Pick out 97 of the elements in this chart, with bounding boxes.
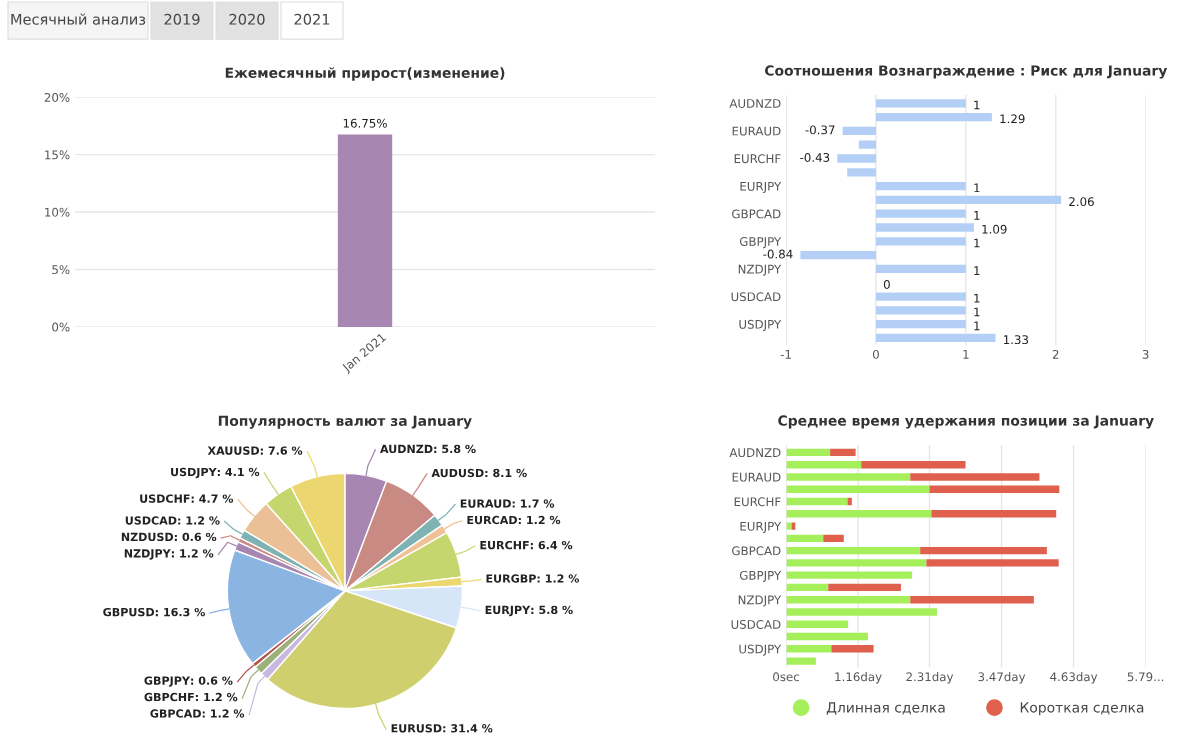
slice-label: EURUSD — [391, 724, 442, 733]
data-label: 1 — [974, 100, 980, 110]
slice-label: GBPJPY — [144, 676, 191, 687]
slice-label: USDCHF — [140, 494, 190, 503]
slice-label: EURGBP — [486, 574, 536, 583]
y-tick-label: 10% — [45, 207, 70, 217]
y-tick-label: GBPCAD — [732, 209, 781, 219]
y-tick-label: EURAUD — [732, 126, 781, 136]
data-label: -0.84 — [763, 249, 793, 259]
x-tick-label: 4.63day — [1050, 672, 1098, 684]
y-tick-label: 0% — [52, 322, 70, 332]
slice-label: AUDUSD — [431, 468, 484, 478]
data-label: 1.09 — [982, 224, 1007, 234]
x-tick-label: 5.79... — [1127, 672, 1164, 682]
y-tick-label: EURCHF — [734, 154, 781, 164]
data-label: : 1.2 % — [195, 692, 238, 702]
slice-label: GBPCAD — [150, 709, 201, 718]
x-tick-label: 3.47day — [978, 672, 1026, 684]
data-label: : 0.6 % — [191, 676, 233, 685]
data-label: 1 — [974, 211, 980, 220]
data-label: : 1.7 % — [512, 499, 555, 508]
data-label: 1 — [974, 307, 980, 317]
slice-label: XAUUSD — [207, 446, 260, 455]
slice-label: EURCAD — [467, 515, 517, 525]
data-label: 1 — [974, 293, 980, 303]
text: 2019 — [164, 13, 200, 25]
data-label: : 8.1 % — [485, 468, 527, 478]
data-label: : 1.2 % — [171, 549, 214, 558]
legend-label: Короткая сделка — [1020, 702, 1144, 716]
y-tick-label: EURJPY — [740, 521, 782, 533]
x-tick-label: 0sec — [773, 672, 800, 682]
text: Месячный анализ — [11, 13, 146, 25]
y-tick-label: 20% — [44, 92, 70, 102]
y-tick-label: GBPJPY — [739, 237, 782, 249]
data-label: 2.06 — [1069, 197, 1094, 207]
data-label: : 6.4 % — [530, 540, 573, 550]
chart-title: Популярность валют за January — [218, 415, 472, 429]
data-label: : 5.8 % — [434, 444, 476, 454]
data-label: : 1.2 % — [537, 574, 580, 583]
y-tick-label: AUDNZD — [729, 448, 781, 458]
y-tick-label: 15% — [45, 150, 70, 160]
data-label: -0.43 — [800, 152, 830, 162]
x-tick-label: 3 — [1142, 349, 1149, 359]
y-tick-label: USDJPY — [739, 644, 782, 656]
data-label: 0 — [883, 279, 890, 289]
data-label: : 1.2 % — [178, 516, 220, 525]
data-label: 1.29 — [1000, 114, 1025, 124]
slice-label: EURCHF — [480, 540, 529, 550]
slice-label: EURJPY — [485, 605, 531, 617]
slice-label: USDJPY — [171, 467, 217, 479]
y-tick-label: 5% — [52, 265, 70, 275]
data-label: 1 — [974, 266, 980, 275]
slice-label: AUDNZD — [380, 444, 433, 454]
slice-label: GBPCHF — [144, 692, 194, 702]
data-label: : 16.3 % — [155, 607, 206, 617]
data-label: : 5.8 % — [531, 605, 573, 615]
data-label: 1 — [974, 321, 980, 331]
y-tick-label: GBPCAD — [732, 546, 781, 556]
data-label: : 31.4 % — [443, 724, 493, 733]
slice-label: GBPUSD — [103, 607, 155, 617]
x-tick-label: 2 — [1052, 349, 1059, 359]
y-tick-label: USDCAD — [731, 619, 781, 629]
text: 2020 — [229, 13, 265, 25]
data-label: : 7.6 % — [260, 446, 303, 455]
y-tick-label: USDJPY — [739, 319, 782, 331]
data-label: : 4.1 % — [217, 467, 260, 477]
slice-label: NZDUSD — [121, 532, 174, 542]
slice-label: EURAUD — [460, 499, 511, 508]
y-tick-label: GBPJPY — [739, 570, 782, 583]
data-label: : 0.6 % — [174, 532, 217, 542]
data-label: 16.75% — [343, 118, 387, 128]
y-tick-label: USDCAD — [731, 292, 781, 302]
data-label: 1 — [974, 238, 980, 248]
slice-label: USDCAD — [125, 516, 177, 525]
x-tick-label: 1.16day — [835, 672, 882, 684]
data-label: 1 — [974, 183, 980, 193]
legend-label: Длинная сделка — [826, 702, 945, 715]
x-tick-label: -1 — [780, 350, 791, 359]
slice-label: NZDJPY — [124, 549, 171, 560]
data-label: 1.33 — [1003, 335, 1029, 345]
y-tick-label: EURJPY — [740, 181, 782, 193]
y-tick-label: EURAUD — [732, 472, 781, 482]
chart-title: Среднее время удержания позиции за January — [778, 415, 1154, 429]
data-label: : 1.2 % — [518, 515, 561, 525]
x-tick-label: 2.31day — [906, 672, 954, 684]
x-tick-label: 0 — [872, 349, 879, 359]
data-label: : 1.2 % — [202, 709, 245, 718]
x-tick-label: 1 — [963, 350, 969, 359]
y-tick-label: AUDNZD — [729, 99, 781, 108]
data-label: -0.37 — [805, 125, 835, 135]
y-tick-label: NZDJPY — [738, 595, 782, 607]
y-tick-label: NZDJPY — [738, 264, 782, 276]
data-label: : 4.7 % — [191, 494, 234, 503]
y-tick-label: EURCHF — [734, 497, 781, 507]
chart-title: Ежемесячный прирост(изменение) — [225, 67, 505, 81]
chart-title: Соотношения Вознаграждение : Риск для January — [765, 65, 1168, 79]
text: 2021 — [294, 13, 330, 25]
